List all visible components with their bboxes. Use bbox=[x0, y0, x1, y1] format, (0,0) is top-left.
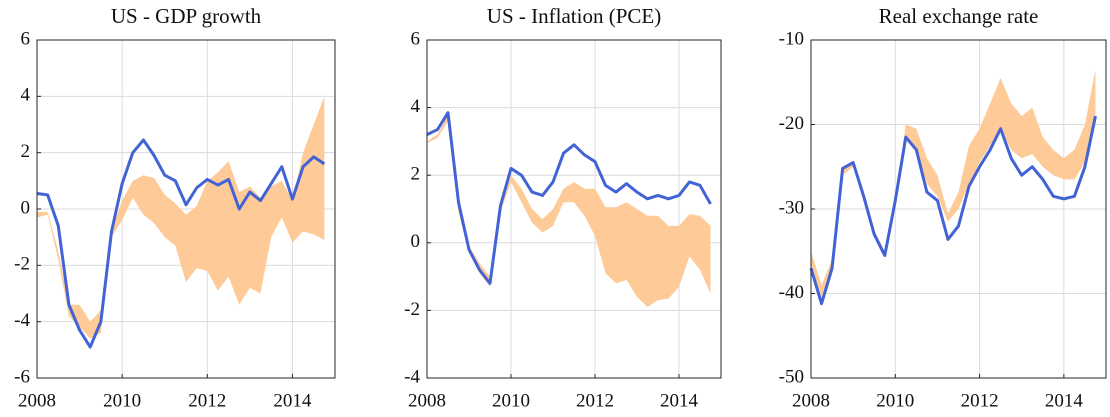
band bbox=[427, 114, 711, 308]
x-tick-label: 2014 bbox=[660, 390, 699, 411]
panel: 2008 2010 2012 2014 -50 -40 -30 -20 -10 Real exch… bbox=[779, 4, 1107, 411]
line bbox=[809, 115, 1097, 306]
y-tick-label: -40 bbox=[779, 282, 804, 303]
x-tick-label: 2010 bbox=[876, 390, 914, 411]
y-tick-label: -4 bbox=[404, 366, 420, 387]
chart-title: US - GDP growth bbox=[111, 4, 262, 28]
line bbox=[426, 111, 712, 285]
panel: 2008 2010 2012 2014 -4 -2 0 2 4 6 US - Inflation (… bbox=[404, 4, 722, 411]
x-tick-label: 2014 bbox=[273, 390, 312, 411]
y-tick-label: -10 bbox=[779, 28, 804, 49]
y-tick-label: 0 bbox=[411, 231, 421, 252]
y-tick-label: -30 bbox=[779, 197, 804, 218]
line bbox=[36, 138, 326, 349]
x-tick-label: 2014 bbox=[1045, 390, 1084, 411]
y-tick-label: -6 bbox=[14, 366, 30, 387]
plot-frame bbox=[426, 39, 722, 379]
chart-title: Real exchange rate bbox=[879, 4, 1039, 28]
x-tick-label: 2008 bbox=[18, 390, 56, 411]
x-tick-label: 2012 bbox=[961, 390, 999, 411]
x-tick-label: 2010 bbox=[492, 390, 530, 411]
band bbox=[37, 96, 325, 339]
y-tick-label: 0 bbox=[21, 197, 31, 218]
y-tick-label: -4 bbox=[14, 310, 30, 331]
x-tick-label: 2008 bbox=[792, 390, 830, 411]
y-tick-label: -50 bbox=[779, 366, 804, 387]
y-tick-label: 4 bbox=[21, 85, 31, 106]
y-tick-label: -2 bbox=[404, 299, 420, 320]
x-tick-label: 2008 bbox=[408, 390, 446, 411]
y-tick-label: -20 bbox=[779, 113, 804, 134]
chart-title: US - Inflation (PCE) bbox=[487, 4, 661, 28]
y-tick-label: 2 bbox=[21, 141, 31, 162]
y-tick-label: 4 bbox=[411, 96, 421, 117]
x-tick-label: 2010 bbox=[103, 390, 141, 411]
y-tick-label: -2 bbox=[14, 254, 30, 275]
panel: 2008 2010 2012 2014 -6 -4 -2 0 2 4 6 US - GDP growt… bbox=[14, 4, 336, 411]
x-tick-label: 2012 bbox=[576, 390, 614, 411]
x-tick-label: 2012 bbox=[188, 390, 226, 411]
y-tick-label: 6 bbox=[411, 28, 421, 49]
y-tick-label: 2 bbox=[411, 164, 421, 185]
y-tick-label: 6 bbox=[21, 28, 31, 49]
band bbox=[811, 69, 1096, 298]
